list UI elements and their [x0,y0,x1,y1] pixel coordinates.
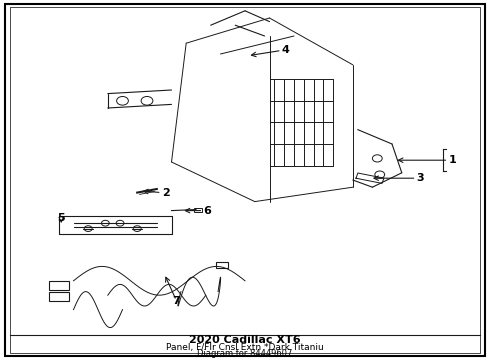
Text: Diagram for 84449607: Diagram for 84449607 [197,349,293,358]
Text: 5: 5 [57,213,65,223]
Text: 2020 Cadillac XT6: 2020 Cadillac XT6 [189,335,301,345]
Text: 6: 6 [203,206,211,216]
Text: 1: 1 [448,155,456,165]
Bar [49,281,69,290]
Text: 7: 7 [172,296,180,306]
Bar [49,292,69,301]
Text: 3: 3 [416,173,424,183]
Text: Panel, F/Flr Cnsl Extn *Dark Titaniu: Panel, F/Flr Cnsl Extn *Dark Titaniu [166,343,324,352]
Text: 4: 4 [282,45,290,55]
Text: 2: 2 [162,188,170,198]
Bar [194,208,202,212]
Bar [216,262,228,268]
